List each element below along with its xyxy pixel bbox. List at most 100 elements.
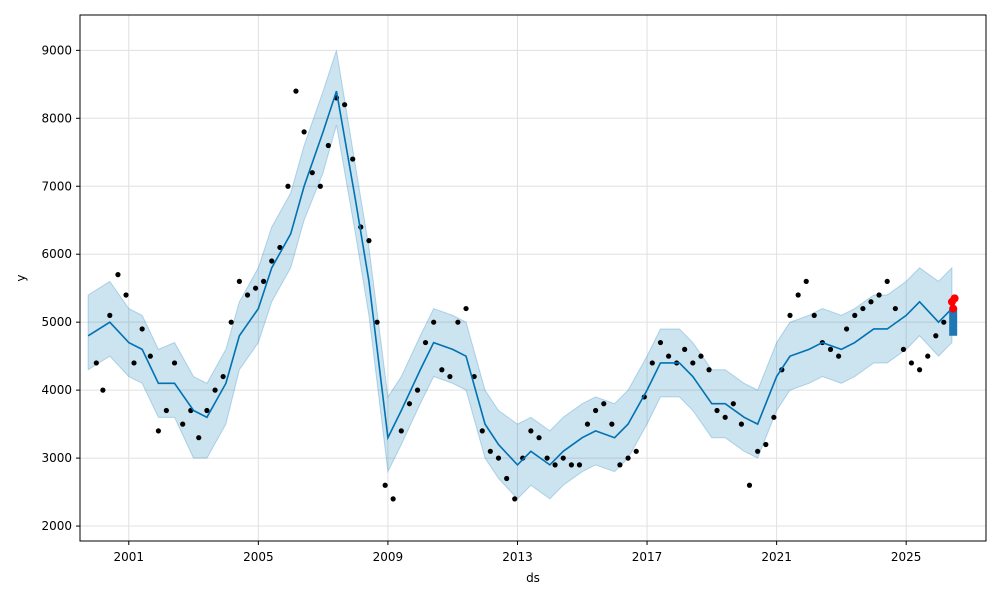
plot-frame <box>79 14 987 542</box>
y-ticks: 2000 3000 4000 5000 6000 7000 8000 9000 <box>41 43 80 533</box>
observed-point <box>649 360 655 366</box>
observed-point <box>495 455 502 461</box>
observed-point <box>131 360 137 366</box>
observed-point <box>244 292 251 298</box>
y-tick-label: 9000 <box>41 43 72 57</box>
observed-point <box>252 285 259 291</box>
y-tick-label: 7000 <box>41 179 72 193</box>
observed-point <box>584 421 591 427</box>
observed-point <box>803 278 809 284</box>
observed-point <box>714 407 720 414</box>
highlighted-point <box>949 304 958 313</box>
observed-point <box>293 88 299 94</box>
x-tick-label: 2025 <box>891 550 922 564</box>
observed-point <box>220 373 226 380</box>
observed-point <box>787 312 793 318</box>
observed-point <box>933 333 939 339</box>
observed-point <box>552 462 558 468</box>
observed-point <box>698 353 704 359</box>
observed-point <box>593 407 599 414</box>
observed-point <box>155 428 161 434</box>
observed-point <box>908 360 915 366</box>
observed-point <box>487 448 493 454</box>
observed-point <box>382 482 388 488</box>
observed-point <box>479 428 485 434</box>
observed-point <box>811 312 817 318</box>
observed-point <box>568 462 575 468</box>
x-tick-label: 2005 <box>243 550 274 564</box>
observed-point <box>196 435 202 441</box>
observed-point <box>916 367 923 373</box>
observed-point <box>860 305 866 312</box>
observed-point <box>682 346 688 352</box>
x-tick-label: 2017 <box>632 550 663 564</box>
observed-point <box>301 129 307 135</box>
observed-point <box>366 238 372 244</box>
y-tick-label: 6000 <box>41 247 72 261</box>
forecast-line <box>87 90 953 467</box>
uncertainty-band <box>87 50 953 500</box>
forecast-series <box>87 90 953 467</box>
observed-point <box>107 312 113 318</box>
y-tick-label: 5000 <box>41 315 72 329</box>
observed-point <box>431 319 437 325</box>
observed-point <box>836 353 842 359</box>
observed-point <box>422 339 429 346</box>
observed-point <box>755 448 761 454</box>
highlighted-point <box>950 294 959 303</box>
observed-point <box>325 142 331 149</box>
observed-point <box>617 462 623 468</box>
observed-point <box>123 292 129 298</box>
observed-point <box>115 272 121 278</box>
observed-point <box>528 428 534 434</box>
observed-point <box>285 183 291 189</box>
observed-point <box>941 319 947 325</box>
y-tick-label: 4000 <box>41 383 72 397</box>
observed-point <box>892 305 898 312</box>
observed-point <box>171 360 178 366</box>
observed-point <box>609 421 615 427</box>
observed-point <box>163 407 169 414</box>
x-tick-label: 2001 <box>114 550 145 564</box>
observed-point <box>795 292 801 298</box>
y-tick-label: 2000 <box>41 519 72 533</box>
observed-point <box>512 496 518 502</box>
forecast-end-markers <box>947 294 959 336</box>
forecast-end-bar <box>949 308 958 336</box>
observed-point <box>868 299 874 305</box>
observed-point <box>771 414 777 420</box>
observed-point <box>374 319 380 325</box>
observed-point <box>463 305 469 312</box>
observed-point <box>390 496 396 502</box>
observed-point <box>260 278 267 284</box>
observed-point <box>900 346 907 352</box>
observed-point <box>180 421 186 427</box>
observed-point <box>269 258 275 264</box>
observed-point <box>633 448 639 454</box>
x-axis-label: ds <box>526 571 540 585</box>
observed-point <box>576 462 583 468</box>
observed-point <box>317 183 323 189</box>
observed-point <box>827 346 834 352</box>
observed-point <box>876 292 882 298</box>
observed-point <box>843 326 850 332</box>
observed-point <box>665 353 672 359</box>
observed-point <box>342 102 348 108</box>
observed-point <box>228 319 234 325</box>
observed-point <box>439 367 445 373</box>
x-tick-label: 2013 <box>502 550 533 564</box>
observed-point <box>447 373 453 380</box>
observed-point <box>147 353 153 359</box>
observed-point <box>504 475 510 482</box>
observed-point <box>925 353 931 359</box>
observed-point <box>690 360 696 366</box>
observed-point <box>738 421 745 427</box>
observed-point <box>277 244 283 251</box>
observed-point <box>414 387 421 393</box>
observed-point <box>746 482 753 488</box>
observed-points <box>93 88 947 502</box>
observed-point <box>657 339 664 346</box>
observed-point <box>455 319 461 325</box>
